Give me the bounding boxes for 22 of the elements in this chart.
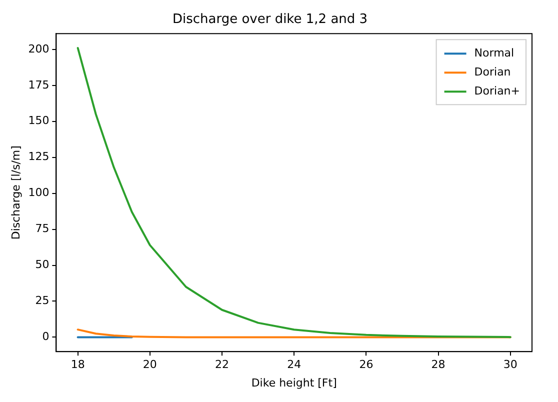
y-tick-label: 175 [28, 78, 50, 92]
x-axis-title: Dike height [Ft] [251, 376, 337, 390]
x-tick-label: 26 [359, 358, 374, 372]
x-tick-label: 18 [70, 358, 85, 372]
y-tick-label: 150 [28, 114, 50, 128]
y-tick-label: 200 [28, 42, 50, 56]
x-tick-label: 28 [431, 358, 446, 372]
x-tick-label: 30 [503, 358, 518, 372]
y-tick-label: 0 [42, 330, 50, 344]
y-tick-label: 50 [35, 258, 50, 272]
x-tick-label: 24 [287, 358, 302, 372]
y-tick-label: 125 [28, 150, 50, 164]
y-axis-title: Discharge [l/s/m] [9, 146, 22, 240]
legend-label: Dorian [474, 65, 511, 78]
legend-label: Normal [474, 46, 514, 60]
x-tick-label: 22 [215, 358, 230, 372]
y-tick-label: 100 [28, 186, 50, 200]
chart-title: Discharge over dike 1,2 and 3 [172, 12, 368, 28]
x-tick-label: 20 [142, 358, 157, 372]
y-tick-label: 25 [35, 294, 50, 308]
legend-label: Dorian+ [474, 84, 520, 98]
y-tick-label: 75 [35, 222, 50, 236]
